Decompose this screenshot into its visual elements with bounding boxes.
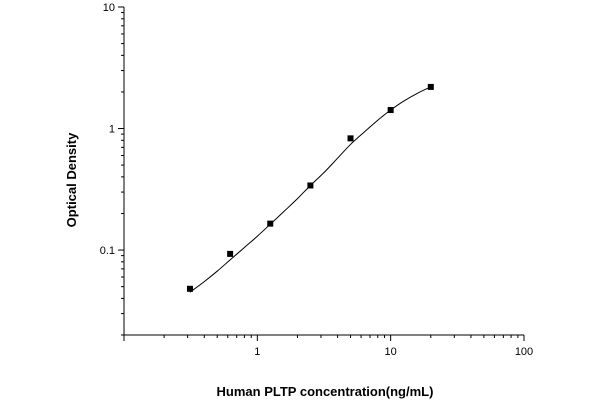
data-point [347, 135, 354, 142]
data-point [227, 250, 234, 257]
data-point [427, 83, 434, 90]
data-point [387, 107, 394, 114]
y-tick-label: 1 [109, 124, 115, 136]
x-tick-label: 10 [385, 346, 397, 358]
y-tick-label: 0.1 [100, 245, 115, 257]
data-point [307, 182, 314, 189]
y-axis-ticks: 0.1 1 10 [100, 2, 124, 336]
fit-curve [189, 86, 432, 293]
x-tick-label: 100 [515, 346, 533, 358]
y-axis-title: Optical Density [64, 132, 79, 227]
data-point [267, 220, 274, 227]
y-tick-label: 10 [103, 2, 115, 14]
axes [123, 7, 524, 336]
x-axis-ticks: 1 10 100 [123, 335, 533, 358]
data-point [186, 285, 193, 292]
data-points [186, 83, 434, 292]
x-axis-title: Human PLTP concentration(ng/mL) [217, 384, 434, 399]
x-tick-label: 1 [254, 346, 260, 358]
